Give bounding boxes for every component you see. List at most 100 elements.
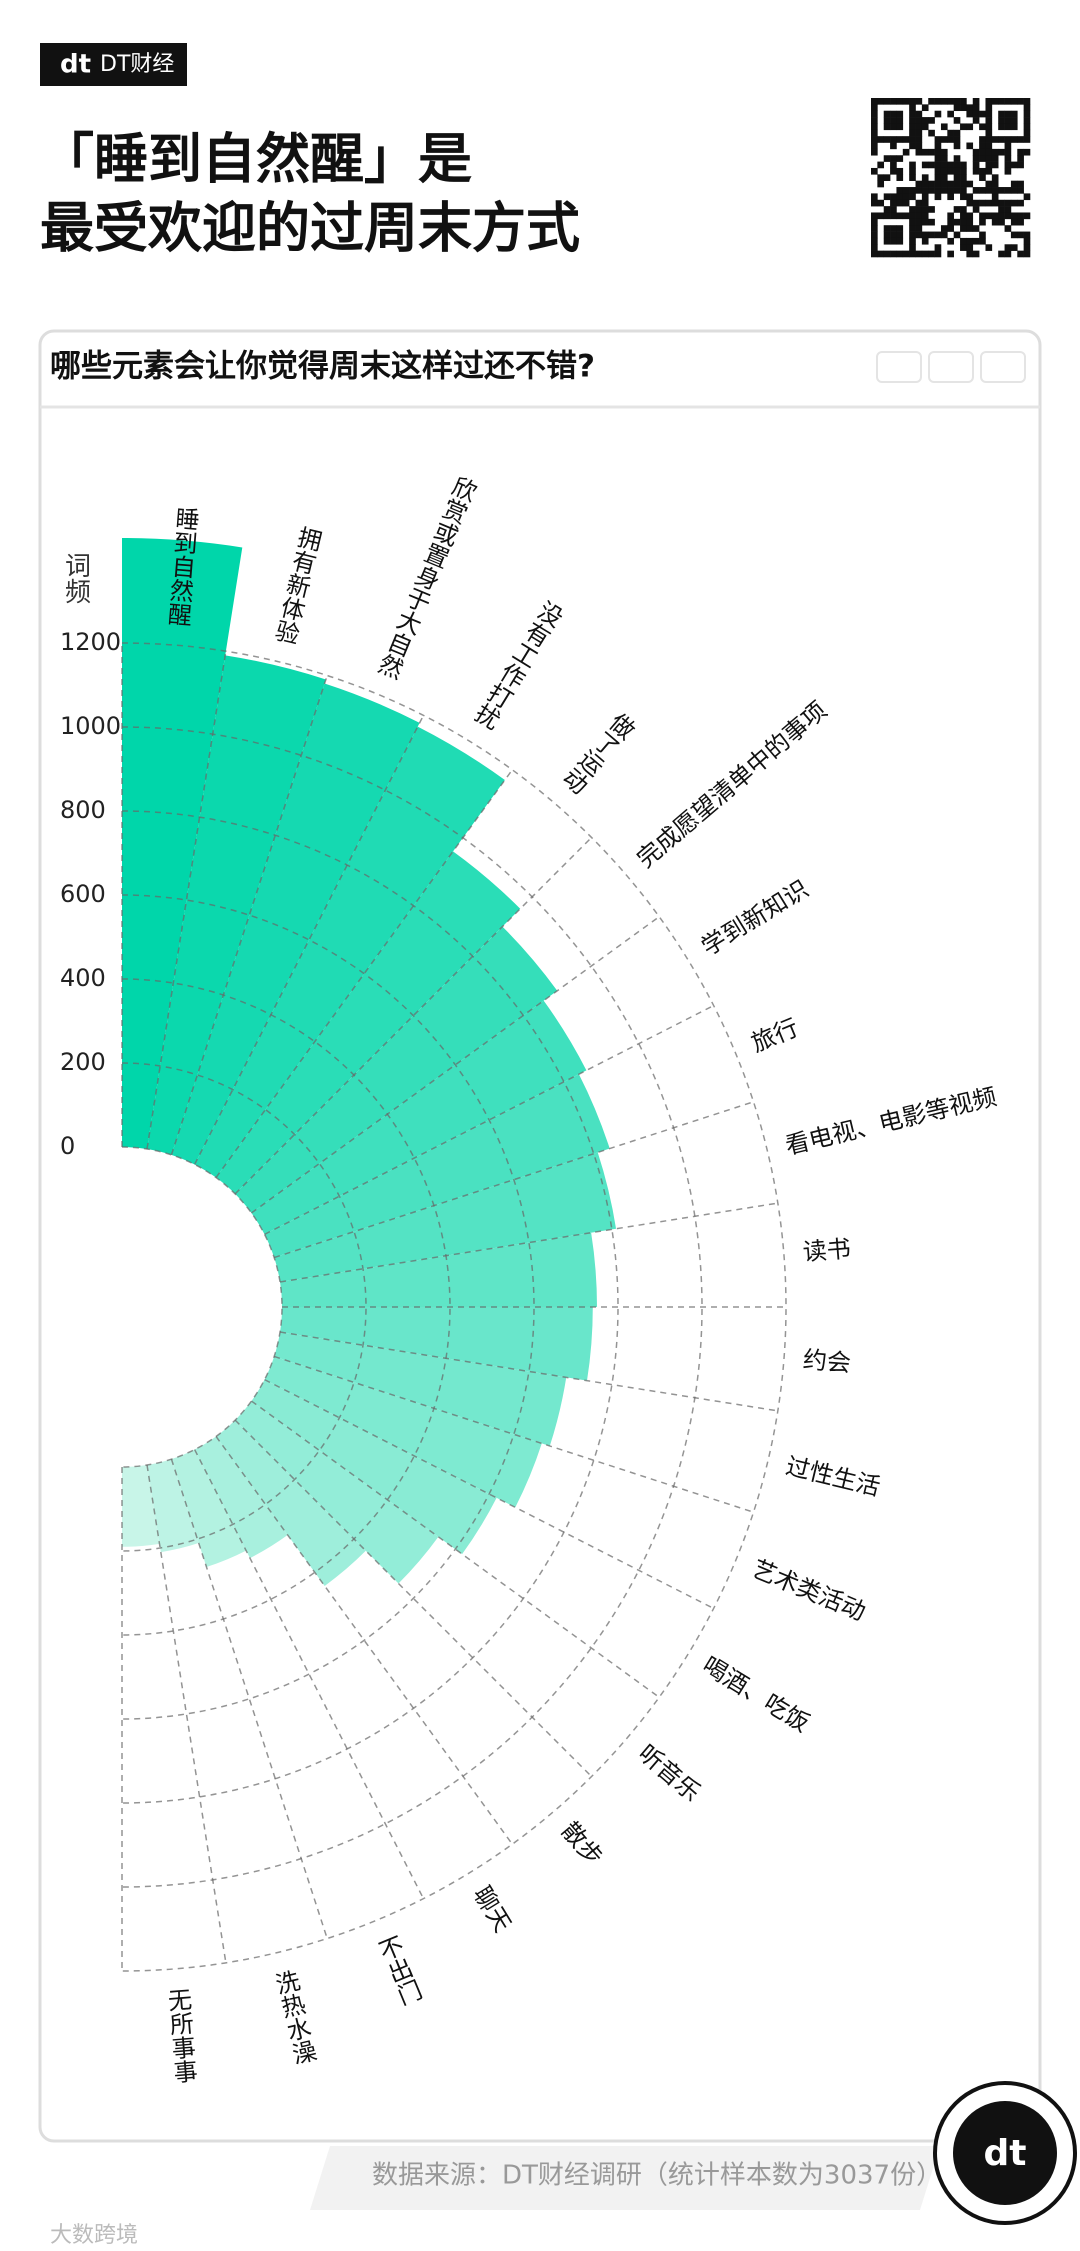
qr-cell xyxy=(947,237,954,245)
qr-cell xyxy=(871,136,878,143)
qr-cell xyxy=(1004,225,1012,232)
qr-cell xyxy=(1017,180,1024,188)
qr-cell xyxy=(877,161,885,169)
qr-cell xyxy=(934,110,942,118)
qr-cell xyxy=(883,174,891,181)
bar xyxy=(194,1436,288,1559)
qr-cell xyxy=(953,98,961,105)
qr-cell xyxy=(1023,110,1031,118)
qr-cell xyxy=(890,155,897,162)
qr-cell xyxy=(871,231,878,239)
qr-cell xyxy=(960,167,967,175)
qr-cell xyxy=(934,98,942,105)
qr-cell xyxy=(871,225,878,232)
qr-cell xyxy=(1010,180,1018,188)
qr-cell xyxy=(991,174,999,181)
qr-cell xyxy=(915,218,923,226)
qr-cell xyxy=(902,136,910,143)
qr-cell xyxy=(1023,244,1031,251)
qr-cell xyxy=(896,212,904,220)
qr-cell xyxy=(921,104,929,112)
qr-cell xyxy=(909,218,916,226)
qr-cell xyxy=(1010,231,1018,239)
qr-cell xyxy=(960,218,967,226)
qr-cell xyxy=(883,206,891,213)
qr-cell xyxy=(890,167,897,175)
qr-cell xyxy=(883,250,891,258)
qr-cell xyxy=(966,225,974,232)
qr-cell xyxy=(979,187,986,194)
qr-cell xyxy=(1023,237,1031,245)
qr-cell xyxy=(1004,161,1012,169)
qr-cell xyxy=(966,110,974,118)
grid-spoke xyxy=(193,1449,425,1899)
bar xyxy=(264,1356,542,1508)
qr-cell xyxy=(909,174,916,181)
qr-cell xyxy=(915,250,923,258)
qr-cell xyxy=(960,187,967,194)
qr-cell xyxy=(934,161,942,169)
qr-cell xyxy=(883,231,891,239)
qr-cell xyxy=(877,250,885,258)
qr-cell xyxy=(979,110,986,118)
qr-cell xyxy=(972,104,980,112)
qr-cell xyxy=(883,98,891,105)
qr-cell xyxy=(934,148,942,156)
bar xyxy=(147,655,326,1155)
qr-cell xyxy=(966,104,974,112)
grid-spoke xyxy=(170,675,328,1156)
qr-cell xyxy=(934,231,942,239)
qr-cell xyxy=(883,237,891,245)
bar xyxy=(216,851,521,1194)
qr-cell xyxy=(998,212,1005,220)
grid-spoke xyxy=(215,1436,513,1845)
qr-cell xyxy=(953,142,961,150)
qr-cell xyxy=(1010,212,1018,220)
qr-cell xyxy=(960,212,967,220)
qr-cell xyxy=(928,180,935,188)
qr-cell xyxy=(1017,250,1024,258)
qr-cell xyxy=(960,123,967,131)
qr-cell xyxy=(979,218,986,226)
qr-cell xyxy=(972,155,980,162)
qr-cell xyxy=(896,231,904,239)
qr-cell xyxy=(991,218,999,226)
qr-cell xyxy=(921,123,929,131)
qr-cell xyxy=(883,193,891,201)
qr-cell xyxy=(998,218,1005,226)
qr-cell xyxy=(890,193,897,201)
qr-cell xyxy=(966,123,974,131)
qr-cell xyxy=(877,212,885,220)
qr-cell xyxy=(921,180,929,188)
qr-cell xyxy=(928,161,935,169)
qr-cell xyxy=(871,104,878,112)
qr-cell xyxy=(1004,244,1012,251)
qr-cell xyxy=(998,123,1005,131)
qr-cell xyxy=(934,136,942,143)
qr-cell xyxy=(928,98,935,105)
card-icon xyxy=(928,351,974,383)
qr-cell xyxy=(921,187,929,194)
qr-cell xyxy=(1004,199,1012,207)
qr-cell xyxy=(1023,98,1031,105)
qr-cell xyxy=(960,174,967,181)
qr-cell xyxy=(1004,117,1012,124)
bar xyxy=(251,1000,587,1235)
qr-cell xyxy=(953,231,961,239)
chart-title: 哪些元素会让你觉得周末这样过还不错? xyxy=(50,349,595,385)
grid-arc xyxy=(121,810,619,1804)
qr-cell xyxy=(1010,117,1018,124)
qr-cell xyxy=(972,225,980,232)
qr-cell xyxy=(934,167,942,175)
qr-cell xyxy=(921,161,929,169)
qr-cell xyxy=(966,180,974,188)
category-label: 约会 xyxy=(802,1346,852,1378)
qr-cell xyxy=(909,123,916,131)
qr-cell xyxy=(1023,136,1031,143)
qr-cell xyxy=(979,212,986,220)
qr-cell xyxy=(909,104,916,112)
qr-cell xyxy=(890,142,897,150)
qr-cell xyxy=(909,206,916,213)
qr-cell xyxy=(1017,155,1024,162)
qr-cell xyxy=(902,250,910,258)
